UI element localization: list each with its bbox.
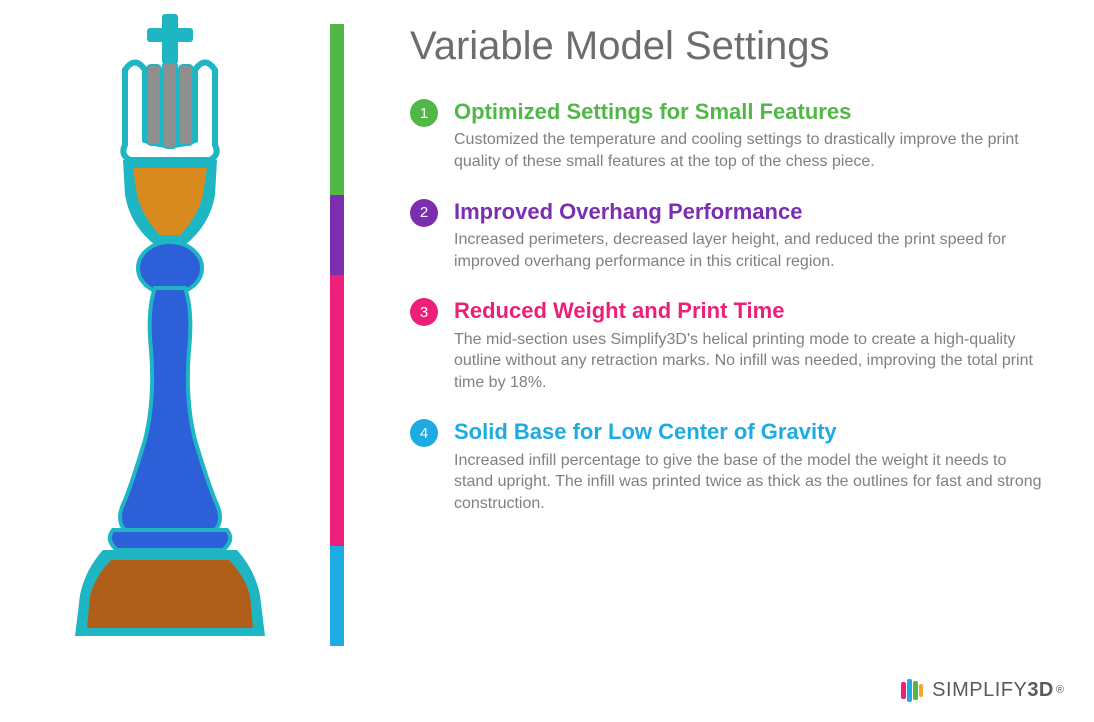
page-title: Variable Model Settings xyxy=(410,24,1044,69)
item-body-3: Reduced Weight and Print Time The mid-se… xyxy=(454,298,1044,393)
chess-crown xyxy=(123,62,216,160)
chess-cross xyxy=(147,14,193,64)
item-desc-4: Increased infill percentage to give the … xyxy=(454,450,1044,515)
color-seg-4 xyxy=(330,546,344,646)
logo: SIMPLIFY3D ® xyxy=(898,676,1064,704)
badge-1: 1 xyxy=(410,99,438,127)
item-heading-3: Reduced Weight and Print Time xyxy=(454,298,1044,324)
chess-base xyxy=(75,550,265,636)
item-heading-4: Solid Base for Low Center of Gravity xyxy=(454,419,1044,445)
logo-text: SIMPLIFY3D xyxy=(932,679,1054,702)
chess-piece-column xyxy=(30,10,310,660)
item-desc-1: Customized the temperature and cooling s… xyxy=(454,129,1044,172)
badge-2: 2 xyxy=(410,199,438,227)
feature-item-3: 3 Reduced Weight and Print Time The mid-… xyxy=(410,298,1044,393)
color-seg-1 xyxy=(330,24,344,195)
badge-4: 4 xyxy=(410,419,438,447)
feature-item-4: 4 Solid Base for Low Center of Gravity I… xyxy=(410,419,1044,514)
item-body-4: Solid Base for Low Center of Gravity Inc… xyxy=(454,419,1044,514)
feature-item-1: 1 Optimized Settings for Small Features … xyxy=(410,99,1044,173)
logo-text-light: SIMPLIFY xyxy=(932,679,1027,701)
badge-3: 3 xyxy=(410,298,438,326)
main-layout: Variable Model Settings 1 Optimized Sett… xyxy=(0,0,1094,660)
logo-registered-icon: ® xyxy=(1056,684,1064,696)
logo-mark-icon xyxy=(898,676,926,704)
color-seg-3 xyxy=(330,275,344,546)
content-column: Variable Model Settings 1 Optimized Sett… xyxy=(350,10,1064,660)
item-body-2: Improved Overhang Performance Increased … xyxy=(454,199,1044,273)
chess-piece-diagram xyxy=(55,10,285,650)
logo-text-bold: 3D xyxy=(1027,679,1054,701)
feature-item-2: 2 Improved Overhang Performance Increase… xyxy=(410,199,1044,273)
item-body-1: Optimized Settings for Small Features Cu… xyxy=(454,99,1044,173)
chess-body xyxy=(110,242,230,550)
item-desc-3: The mid-section uses Simplify3D's helica… xyxy=(454,329,1044,394)
color-seg-2 xyxy=(330,195,344,275)
item-heading-2: Improved Overhang Performance xyxy=(454,199,1044,225)
item-heading-1: Optimized Settings for Small Features xyxy=(454,99,1044,125)
chess-neck xyxy=(123,160,217,245)
color-bar xyxy=(310,10,350,660)
item-desc-2: Increased perimeters, decreased layer he… xyxy=(454,229,1044,272)
